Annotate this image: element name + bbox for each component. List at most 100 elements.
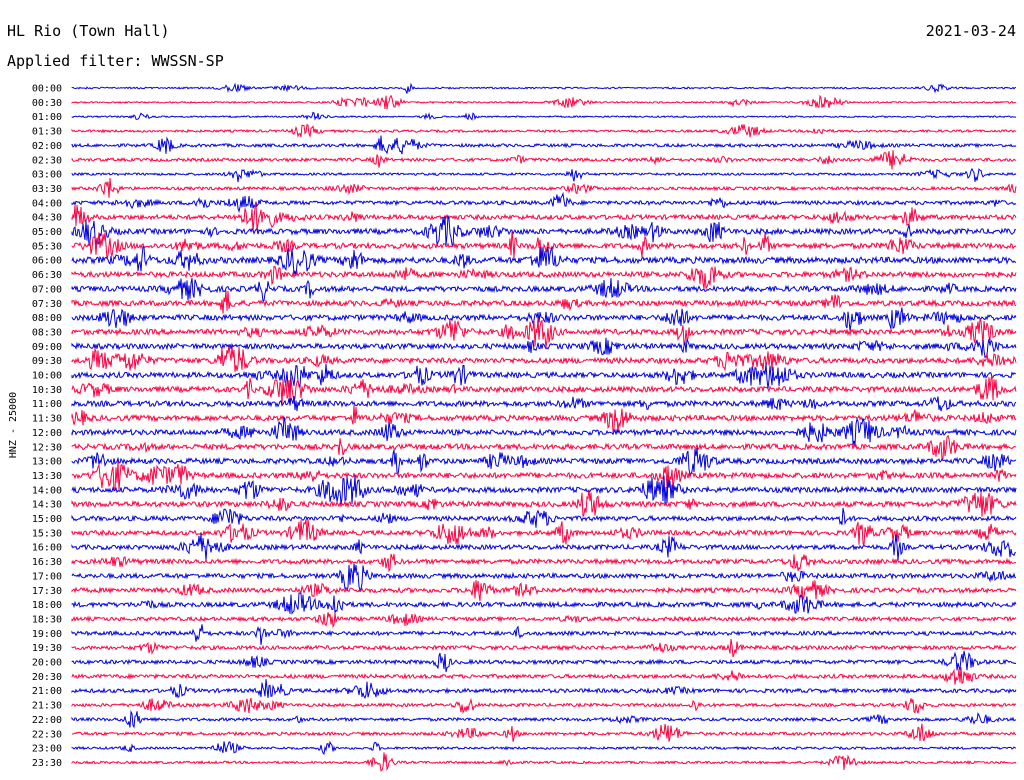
trace-line (71, 679, 1017, 700)
row-time-label: 05:00 (32, 227, 62, 238)
trace-line (71, 82, 1017, 94)
row-time-label: 01:30 (32, 127, 62, 138)
row-time-label: 13:00 (32, 457, 62, 468)
row-time-label: 13:30 (32, 471, 62, 482)
row-time-label: 20:30 (32, 672, 62, 683)
trace-line (71, 265, 1017, 290)
row-time-label: 02:30 (32, 155, 62, 166)
row-time-label: 06:00 (32, 256, 62, 267)
row-time-label: 11:30 (32, 414, 62, 425)
trace-line (71, 405, 1017, 433)
trace-line (71, 612, 1017, 628)
trace-line (71, 563, 1017, 592)
trace-line (71, 201, 1017, 232)
trace-line (71, 167, 1017, 183)
row-time-label: 08:30 (32, 327, 62, 338)
row-time-label: 14:00 (32, 485, 62, 496)
station-title: HL Rio (Town Hall) (7, 22, 170, 40)
row-time-label: 03:30 (32, 184, 62, 195)
trace-line (71, 507, 1017, 528)
row-time-label: 05:30 (32, 241, 62, 252)
row-time-label: 04:30 (32, 213, 62, 224)
trace-line (71, 723, 1017, 742)
trace-line (71, 363, 1017, 389)
row-time-label: 17:00 (32, 571, 62, 582)
row-time-label: 12:30 (32, 442, 62, 453)
row-time-label: 00:00 (32, 84, 62, 95)
row-time-label: 20:00 (32, 658, 62, 669)
y-axis-label: HNZ - 25000 (8, 392, 19, 458)
trace-line (71, 592, 1017, 615)
trace-line (71, 475, 1017, 505)
trace-line (71, 135, 1017, 155)
row-time-label: 09:30 (32, 356, 62, 367)
row-time-label: 22:00 (32, 715, 62, 726)
trace-line (71, 448, 1016, 477)
row-time-label: 16:30 (32, 557, 62, 568)
trace-line (71, 650, 1017, 673)
row-time-label: 23:30 (32, 758, 62, 769)
row-time-label: 19:30 (32, 643, 62, 654)
trace-line (71, 230, 1017, 260)
trace-rows: 00:00 00:30 01:00 01:30 02:00 02:30 03:00 03:30… (32, 82, 1017, 772)
trace-line (71, 752, 1017, 772)
row-time-label: 17:30 (32, 586, 62, 597)
date-label: 2021-03-24 (926, 22, 1016, 40)
row-time-label: 10:00 (32, 371, 62, 382)
trace-line (71, 290, 1017, 314)
row-time-label: 16:00 (32, 543, 62, 554)
row-time-label: 09:00 (32, 342, 62, 353)
trace-line (71, 416, 1017, 446)
row-time-label: 18:00 (32, 600, 62, 611)
row-time-label: 15:00 (32, 514, 62, 525)
row-time-label: 14:30 (32, 500, 62, 511)
row-time-label: 06:30 (32, 270, 62, 281)
trace-line (71, 123, 1017, 138)
row-time-label: 22:30 (32, 729, 62, 740)
row-time-label: 21:30 (32, 701, 62, 712)
trace-line (71, 553, 1017, 573)
trace-line (71, 317, 1017, 348)
trace-line (71, 395, 1017, 412)
trace-line (71, 460, 1017, 492)
row-time-label: 00:30 (32, 98, 62, 109)
trace-line (71, 337, 1017, 359)
row-time-label: 07:00 (32, 284, 62, 295)
row-time-label: 18:30 (32, 614, 62, 625)
trace-line (71, 278, 1017, 303)
trace-line (71, 667, 1017, 685)
row-time-label: 01:00 (32, 112, 62, 123)
trace-line (71, 489, 1017, 517)
row-time-label: 04:00 (32, 198, 62, 209)
row-time-label: 10:30 (32, 385, 62, 396)
trace-line (71, 245, 1017, 276)
row-time-label: 02:00 (32, 141, 62, 152)
trace-line (71, 519, 1017, 547)
trace-line (71, 344, 1017, 372)
trace-line (71, 307, 1017, 331)
row-time-label: 23:00 (32, 744, 62, 755)
row-time-label: 08:00 (32, 313, 62, 324)
row-time-label: 15:30 (32, 528, 62, 539)
row-time-label: 21:00 (32, 686, 62, 697)
trace-line (71, 740, 1017, 756)
trace-line (71, 375, 1017, 406)
trace-line (71, 94, 1017, 110)
row-time-label: 12:00 (32, 428, 62, 439)
filter-label: Applied filter: WWSSN-SP (7, 52, 224, 70)
row-time-label: 03:00 (32, 170, 62, 181)
trace-line (71, 191, 1017, 214)
trace-line (71, 215, 1017, 247)
row-time-label: 11:00 (32, 399, 62, 410)
trace-line (71, 709, 1017, 729)
row-time-label: 07:30 (32, 299, 62, 310)
trace-line (71, 580, 1017, 601)
trace-line (71, 638, 1017, 658)
trace-line (71, 533, 1016, 561)
trace-line (71, 697, 1017, 714)
trace-line (71, 111, 1016, 121)
trace-line (71, 624, 1017, 645)
row-time-label: 19:00 (32, 629, 62, 640)
trace-line (71, 150, 1017, 170)
